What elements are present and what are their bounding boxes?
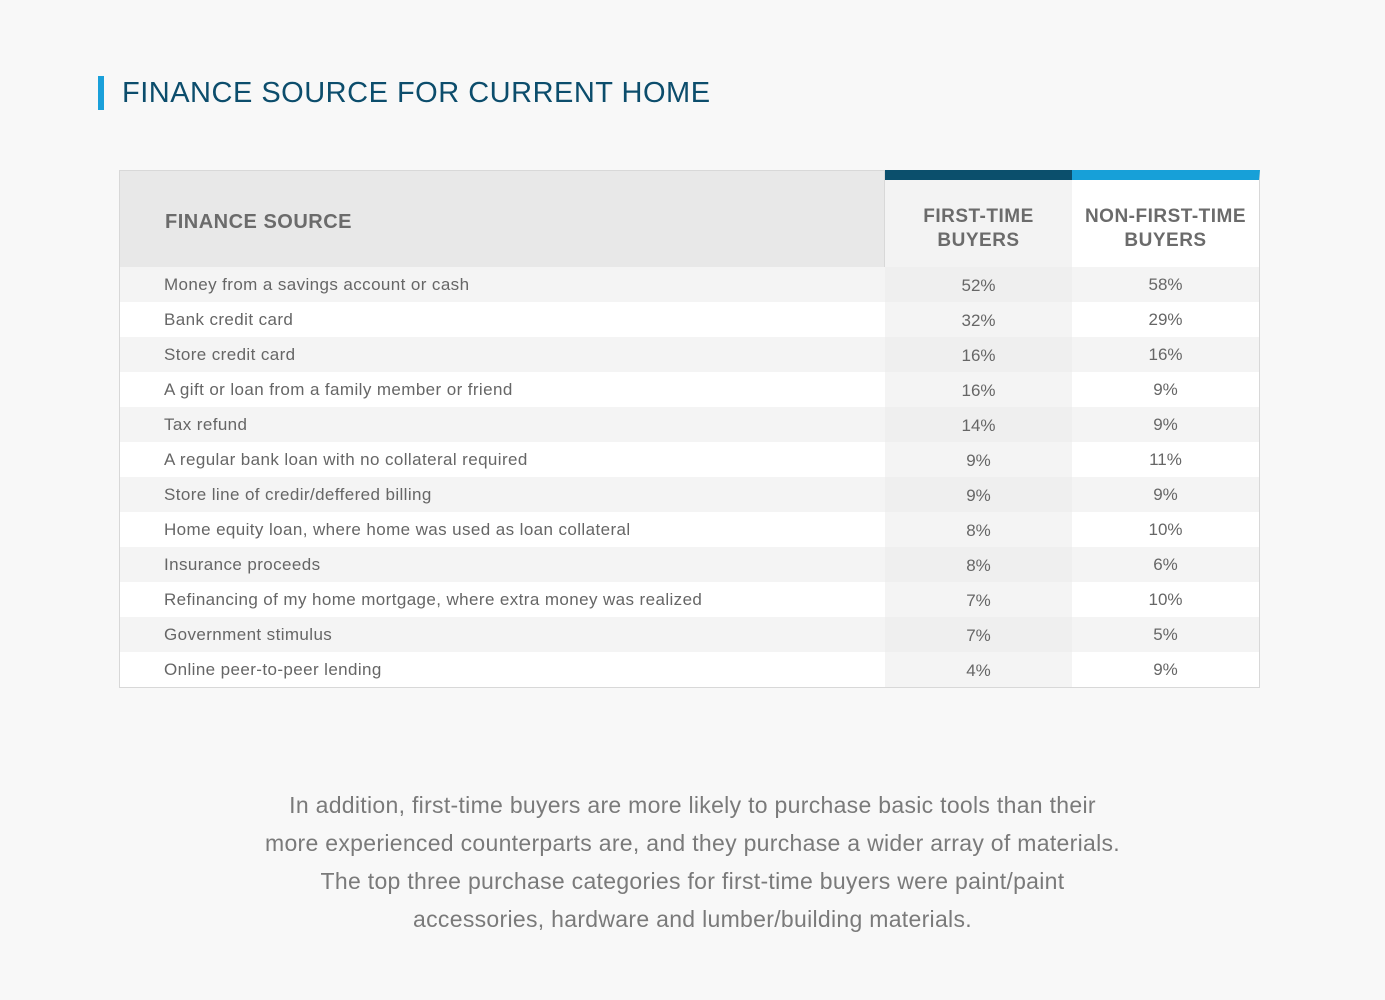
table-row: Insurance proceeds 8% 6% [120,547,1259,582]
first-time-cell: 4% [885,652,1072,687]
source-cell: Online peer-to-peer lending [164,659,382,679]
source-cell: A regular bank loan with no collateral r… [164,449,528,469]
table-row: Home equity loan, where home was used as… [120,512,1259,547]
paragraph-line: In addition, first-time buyers are more … [289,792,1096,818]
non-first-time-cell: 10% [1148,519,1183,539]
page-title: FINANCE SOURCE FOR CURRENT HOME [98,76,711,110]
first-time-cell: 7% [885,617,1072,652]
non-first-time-cell: 9% [1153,484,1178,504]
paragraph-line: more experienced counterparts are, and t… [265,830,1120,856]
paragraph-line: The top three purchase categories for fi… [320,868,1065,894]
non-first-time-cell: 9% [1153,414,1178,434]
non-first-time-cell: 9% [1153,659,1178,679]
table-body: Money from a savings account or cash 52% 5… [119,267,1260,688]
first-time-cell: 16% [885,337,1072,372]
table-row: Tax refund 14% 9% [120,407,1259,442]
first-time-cell: 32% [885,302,1072,337]
first-time-cell: 8% [885,547,1072,582]
source-cell: Refinancing of my home mortgage, where e… [164,589,703,609]
table-row: Online peer-to-peer lending 4% 9% [120,652,1259,687]
first-time-cell: 9% [885,477,1072,512]
first-time-cell: 52% [885,267,1072,302]
source-cell: Home equity loan, where home was used as… [164,519,631,539]
table-row: Refinancing of my home mortgage, where e… [120,582,1259,617]
first-time-cell: 8% [885,512,1072,547]
non-first-time-cell: 6% [1153,554,1178,574]
header-first-time-buyers: FIRST-TIME BUYERS [885,170,1072,267]
paragraph-line: accessories, hardware and lumber/buildin… [413,906,972,932]
table-row: Government stimulus 7% 5% [120,617,1259,652]
source-cell: Store credit card [164,344,296,364]
summary-paragraph: In addition, first-time buyers are more … [150,786,1235,938]
source-cell: Government stimulus [164,624,333,644]
header-non-first-time-buyers: NON-FIRST-TIME BUYERS [1072,170,1260,267]
table-row: Bank credit card 32% 29% [120,302,1259,337]
table-row: Money from a savings account or cash 52% 5… [120,267,1259,302]
table-row: A regular bank loan with no collateral r… [120,442,1259,477]
header-label: FINANCE SOURCE [165,211,353,233]
source-cell: Bank credit card [164,309,294,329]
source-cell: Insurance proceeds [164,554,321,574]
non-first-time-cell: 16% [1148,344,1183,364]
source-cell: A gift or loan from a family member or f… [164,379,513,399]
table-row: Store credit card 16% 16% [120,337,1259,372]
first-time-cell: 14% [885,407,1072,442]
non-first-time-cell: 10% [1148,589,1183,609]
first-time-cell: 7% [885,582,1072,617]
header-finance-source: FINANCE SOURCE [119,170,885,267]
first-time-cell: 9% [885,442,1072,477]
non-first-time-cell: 29% [1148,309,1183,329]
table-row: A gift or loan from a family member or f… [120,372,1259,407]
source-cell: Money from a savings account or cash [164,274,470,294]
table-row: Store line of credir/deffered billing 9% 9… [120,477,1259,512]
source-cell: Tax refund [164,414,248,434]
non-first-time-cell: 58% [1148,274,1183,294]
source-cell: Store line of credir/deffered billing [164,484,432,504]
first-time-cell: 16% [885,372,1072,407]
non-first-time-cell: 11% [1149,449,1182,469]
non-first-time-cell: 5% [1153,624,1178,644]
non-first-time-cell: 9% [1153,379,1178,399]
